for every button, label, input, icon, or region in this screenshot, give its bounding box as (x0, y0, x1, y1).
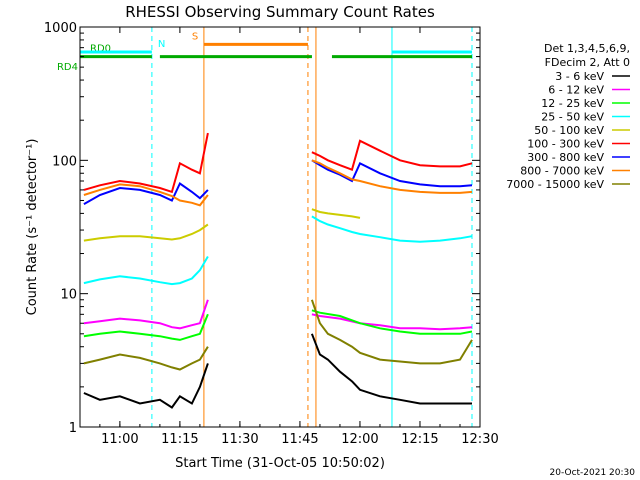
legend-label: 25 - 50 keV (541, 111, 604, 124)
chart-title: RHESSI Observing Summary Count Rates (125, 3, 435, 21)
legend-label: 3 - 6 keV (555, 70, 604, 83)
series-line-9 (83, 346, 209, 371)
series-line-1 (83, 363, 209, 409)
series-line-4 (83, 255, 209, 286)
x-tick-label: 12:30 (461, 432, 498, 447)
series-line-8 (311, 159, 473, 194)
legend-label: 7000 - 15000 keV (506, 178, 604, 191)
series-line-7 (83, 181, 209, 205)
flag-label-n: N (158, 39, 165, 50)
legend-header-line-1: Det 1,3,4,5,6,9, (544, 42, 630, 55)
series-line-2 (311, 313, 473, 331)
legend-label: 50 - 100 keV (534, 124, 604, 137)
series-line-4 (311, 215, 473, 243)
x-tick-label: 11:30 (221, 432, 258, 447)
series-line-3 (311, 309, 473, 335)
y-tick-label: 100 (52, 154, 77, 169)
series-line-2 (83, 299, 209, 330)
series-line-5 (311, 208, 361, 219)
series-line-5 (83, 223, 209, 242)
x-tick-label: 12:00 (341, 432, 378, 447)
plot-area: RD0 N S (79, 27, 473, 427)
series-line-9 (310, 299, 473, 365)
legend-label: 6 - 12 keV (548, 84, 604, 97)
legend-label: 800 - 7000 keV (520, 165, 604, 178)
legend-label: 300 - 800 keV (527, 151, 604, 164)
legend-header-line-2: FDecim 2, Att 0 (545, 56, 630, 69)
x-axis-label: Start Time (31-Oct-05 10:50:02) (175, 456, 385, 471)
x-tick-label: 12:15 (401, 432, 438, 447)
y-tick-label: 10 (60, 288, 77, 303)
axes: 11:00 11:15 11:30 11:45 12:00 12:15 12:30 1 10 10… (44, 21, 499, 447)
x-tick-label: 11:45 (281, 432, 318, 447)
y-axis-label: Count Rate (s⁻¹ detector⁻¹) (25, 139, 40, 316)
flag-label-rd0: RD0 (90, 44, 111, 55)
y-tick-label: 1000 (44, 21, 77, 36)
legend-label: 100 - 300 keV (527, 138, 604, 151)
x-tick-label: 11:00 (101, 432, 138, 447)
legend-label: 12 - 25 keV (541, 97, 604, 110)
footer-date: 20-Oct-2021 20:30 (550, 468, 636, 478)
flag-axis-label: RD4 (57, 62, 78, 73)
flag-label-s: S (192, 31, 198, 42)
series-line-3 (83, 313, 209, 341)
series-line-1 (310, 333, 472, 405)
series-line-6 (311, 139, 473, 172)
series-line-8 (83, 183, 209, 207)
series-line-6 (83, 132, 209, 194)
series-line-7 (311, 159, 473, 188)
x-tick-label: 11:15 (161, 432, 198, 447)
y-tick-label: 1 (69, 421, 77, 436)
